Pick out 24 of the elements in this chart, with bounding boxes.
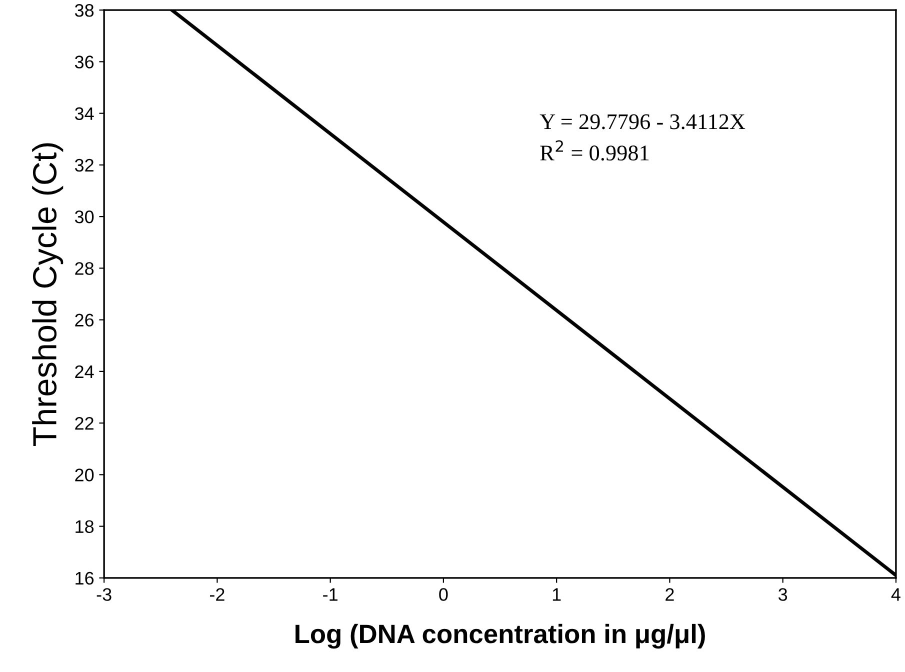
y-tick-label: 36 (74, 56, 94, 68)
x-tick-label: 0 (439, 588, 448, 601)
annotation: Y = 29.7796 - 3.4112X (540, 114, 746, 130)
y-tick-label: 24 (75, 365, 94, 378)
y-tick-label: 16 (76, 572, 94, 585)
y-tick-label: 28 (75, 262, 94, 275)
x-tick-label: 1 (552, 588, 561, 601)
y-tick-label: 20 (75, 468, 94, 482)
annotation: R$^{2}$ = 0.9981 (540, 140, 649, 161)
y-tick-label: 30 (74, 210, 94, 224)
y-tick-label: 26 (75, 314, 94, 327)
x-tick-label: -3 (96, 588, 112, 601)
y-tick-label: 32 (74, 158, 94, 172)
x-tick-label: -1 (323, 588, 338, 601)
x-tick-label: -2 (210, 588, 224, 601)
y-tick-label: 38 (74, 4, 94, 17)
y-tick-label: 22 (75, 416, 94, 430)
y-tick-label: 18 (76, 520, 94, 534)
x-tick-label: 4 (891, 588, 900, 601)
y-axis-title: Threshold Cycle (Ct) (32, 143, 64, 446)
x-tick-label: 2 (666, 588, 674, 601)
x-axis-title: Log (DNA concentration in μg/μl) (296, 624, 705, 649)
y-tick-label: 34 (74, 107, 94, 120)
x-tick-label: 3 (778, 588, 788, 601)
